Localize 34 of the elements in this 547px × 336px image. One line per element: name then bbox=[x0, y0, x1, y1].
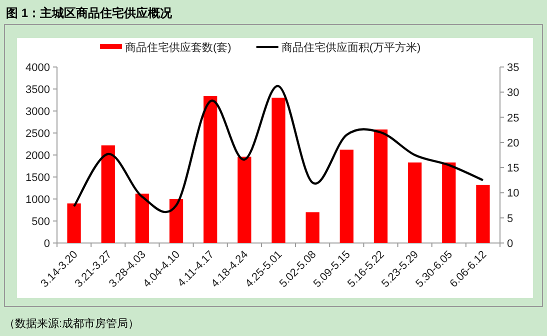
bar bbox=[101, 145, 115, 243]
text: （数据来源:成都市房管局） bbox=[4, 317, 140, 330]
bar bbox=[135, 194, 150, 243]
y-tick-label: 1000 bbox=[26, 194, 50, 206]
y2-tick-label: 30 bbox=[507, 87, 520, 100]
bar bbox=[272, 98, 286, 243]
y2-tick-label: 10 bbox=[507, 188, 520, 200]
y-tick-label: 3500 bbox=[26, 84, 50, 96]
bar bbox=[169, 199, 184, 243]
bar bbox=[67, 203, 81, 243]
y-tick-label: 500 bbox=[32, 216, 50, 228]
y-tick-label: 2500 bbox=[26, 128, 50, 140]
bar bbox=[204, 96, 218, 243]
y2-tick-label: 0 bbox=[507, 238, 514, 250]
bar bbox=[238, 156, 252, 243]
bar bbox=[408, 162, 422, 243]
bar bbox=[306, 212, 320, 243]
legend-label: 商品住宅供应面积(万平方米) bbox=[281, 41, 421, 54]
bar bbox=[442, 162, 456, 243]
y-tick-label: 2000 bbox=[26, 150, 50, 162]
bar bbox=[374, 129, 388, 243]
y-tick-label: 1500 bbox=[26, 172, 50, 184]
y-tick-label: 4000 bbox=[26, 62, 50, 74]
y-tick-label: 3000 bbox=[26, 106, 50, 118]
y-tick-label: 0 bbox=[44, 238, 50, 250]
legend-label: 商品住宅供应套数(套) bbox=[125, 41, 232, 54]
y2-tick-label: 5 bbox=[507, 212, 514, 225]
y2-tick-label: 25 bbox=[507, 112, 520, 124]
bar bbox=[340, 150, 354, 243]
y2-tick-label: 35 bbox=[507, 62, 520, 74]
y2-tick-label: 20 bbox=[507, 137, 520, 150]
bar bbox=[476, 184, 490, 243]
chart-title: 图 1：主城区商品住宅供应概况 bbox=[6, 6, 174, 20]
y2-tick-label: 15 bbox=[507, 162, 520, 175]
